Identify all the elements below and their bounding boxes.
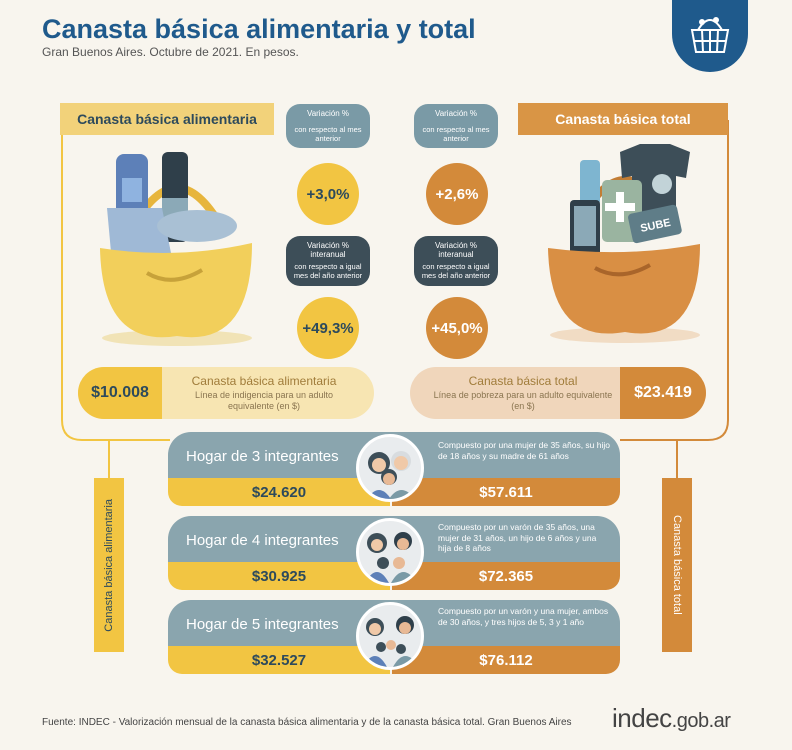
household-cbt-value: $72.365: [392, 562, 620, 590]
family-avatar: [356, 602, 424, 670]
total-basket-icon: SUBE: [548, 144, 700, 343]
cba-header: Canasta básica alimentaria: [60, 103, 274, 135]
household-cba-value: $24.620: [168, 478, 390, 506]
household-cbt-value: $57.611: [392, 478, 620, 506]
cba-pill-title: Canasta básica alimentaria: [191, 374, 337, 388]
family-icon: [367, 451, 415, 499]
cba-yearly-subtitle: con respecto a igual mes del año anterio…: [293, 262, 363, 280]
food-basket-icon: [100, 152, 252, 346]
household-desc: Compuesto por un varón de 35 años, una m…: [438, 522, 597, 554]
household-desc: Compuesto por una mujer de 35 años, su h…: [438, 440, 610, 461]
cbt-yearly-value: +45,0%: [426, 297, 488, 359]
cba-monthly-value: +3,0%: [297, 163, 359, 225]
cba-pill-text: Canasta básica alimentaria Línea de indi…: [174, 374, 354, 412]
side-label-cbt: Canasta básica total: [662, 478, 692, 652]
cba-yearly-bubble: Variación % interanual con respecto a ig…: [286, 236, 370, 286]
cba-monthly-subtitle: con respecto al mes anterior: [294, 125, 362, 143]
cbt-yearly-subtitle: con respecto a igual mes del año anterio…: [421, 262, 491, 280]
cba-monthly-title: Variación %: [306, 109, 350, 118]
cba-price: $10.008: [78, 367, 162, 419]
brand-main: indec: [612, 703, 672, 733]
cbt-monthly-subtitle: con respecto al mes anterior: [422, 125, 490, 143]
cbt-pill-title: Canasta básica total: [468, 374, 578, 388]
cba-yearly-value: +49,3%: [297, 297, 359, 359]
cba-monthly-bubble: Variación % con respecto al mes anterior: [286, 104, 370, 149]
cbt-yearly-bubble: Variación % interanual con respecto a ig…: [414, 236, 498, 286]
cba-yearly-title: Variación % interanual: [306, 241, 350, 260]
family-avatar: [356, 434, 424, 502]
cbt-pill-desc: Línea de pobreza para un adulto equivale…: [433, 390, 613, 412]
family-avatar: [356, 518, 424, 586]
cbt-yearly-title: Variación % interanual: [434, 241, 478, 260]
cbt-monthly-value: +2,6%: [426, 163, 488, 225]
family-icon: [365, 532, 417, 583]
side-label-cbt-text: Canasta básica total: [671, 515, 683, 615]
cba-pill-desc: Línea de indigencia para un adulto equiv…: [194, 390, 334, 412]
brand-logo: indec.gob.ar: [612, 703, 731, 734]
cbt-pill-text: Canasta básica total Línea de pobreza pa…: [430, 374, 616, 412]
household-title: Hogar de 4 integrantes: [186, 532, 339, 549]
side-label-cba: Canasta básica alimentaria: [94, 478, 124, 652]
basket-logo-icon: [690, 17, 730, 53]
household-desc: Compuesto por un varón y una mujer, ambo…: [438, 606, 609, 627]
household-cba-value: $30.925: [168, 562, 390, 590]
household-cbt-value: $76.112: [392, 646, 620, 674]
logo-badge: [672, 0, 748, 72]
cbt-monthly-bubble: Variación % con respecto al mes anterior: [414, 104, 498, 149]
brand-suffix: .gob.ar: [671, 710, 731, 732]
page-subtitle: Gran Buenos Aires. Octubre de 2021. En p…: [42, 45, 299, 59]
cbt-price: $23.419: [620, 367, 706, 419]
household-title: Hogar de 3 integrantes: [186, 448, 339, 465]
family-icon: [363, 616, 419, 667]
household-cba-value: $32.527: [168, 646, 390, 674]
cbt-monthly-title: Variación %: [434, 109, 478, 118]
side-label-cba-text: Canasta básica alimentaria: [103, 498, 115, 632]
household-title: Hogar de 5 integrantes: [186, 616, 339, 633]
page-title: Canasta básica alimentaria y total: [42, 14, 476, 44]
footer-source: Fuente: INDEC - Valorización mensual de …: [42, 717, 572, 728]
cbt-header: Canasta básica total: [518, 103, 728, 135]
